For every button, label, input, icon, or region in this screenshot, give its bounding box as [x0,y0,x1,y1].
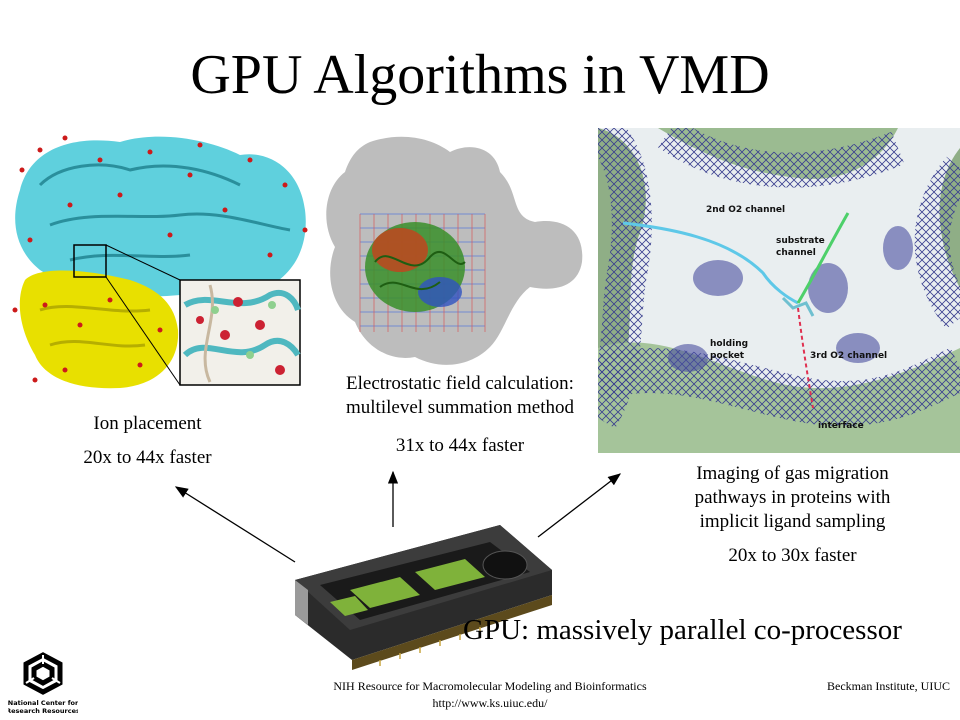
label-substrate: substrate [776,236,825,246]
ion-placement-caption: Ion placement 20x to 44x faster [60,412,235,470]
electrostatic-speedup: 31x to 44x faster [395,435,525,456]
label-holding: holding [710,339,748,349]
footer-left: NIH Resource for Macromolecular Modeling… [240,678,740,712]
gas-migration-label-line3: implicit ligand sampling [699,511,886,532]
footer-url: http://www.ks.uiuc.edu/ [432,696,548,710]
gas-migration-caption: Imaging of gas migration pathways in pro… [640,462,945,568]
label-2nd-o2-channel: 2nd O2 channel [706,205,785,215]
gpu-label: GPU: massively parallel co-processor [463,614,902,646]
label-interface: interface [818,421,864,431]
ncrr-logo-line2: Research Resources [8,707,78,715]
gas-migration-speedup: 20x to 30x faster [728,545,857,566]
ncrr-logo: National Center for Research Resources [8,652,78,715]
label-pocket: pocket [710,351,745,361]
arrow-to-gas-migration [537,473,622,538]
electrostatic-field-image [326,136,583,365]
gas-migration-image: 2nd O2 channel substrate channel holding… [598,128,960,453]
ion-placement-image [12,135,308,389]
slide-title: GPU Algorithms in VMD [190,44,770,106]
ion-placement-speedup: 20x to 44x faster [83,447,212,468]
label-channel: channel [776,248,816,258]
electrostatic-caption: Electrostatic field calculation: multile… [295,372,625,458]
gas-migration-label-line2: pathways in proteins with [694,487,891,508]
footer-resource-name: NIH Resource for Macromolecular Modeling… [333,679,647,693]
footer-right: Beckman Institute, UIUC [827,679,950,693]
label-3rd-o2-channel: 3rd O2 channel [810,351,887,361]
electrostatic-label-line1: Electrostatic field calculation: [346,373,574,394]
gas-migration-label-line1: Imaging of gas migration [696,463,889,484]
gpu-card-image [295,525,552,670]
ncrr-logo-line1: National Center for [8,699,78,707]
electrostatic-label-line2: multilevel summation method [346,397,574,418]
arrow-to-ion-placement [174,486,296,563]
ion-placement-label: Ion placement [93,413,202,434]
